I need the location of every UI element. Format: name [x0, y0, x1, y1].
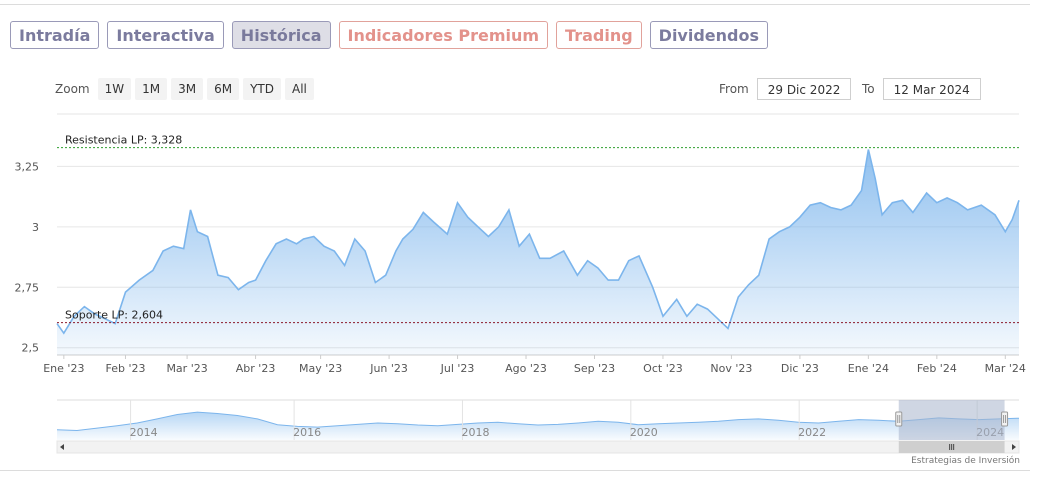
navigator-left-handle[interactable]: [895, 411, 903, 427]
x-tick-label: Feb '23: [105, 362, 145, 375]
resistance-label: Resistencia LP: 3,328: [65, 134, 182, 147]
x-tick-label: Sep '23: [574, 362, 615, 375]
x-tick-label: Ene '24: [848, 362, 889, 375]
navigator-selection: [898, 400, 1005, 440]
tab-interactiva[interactable]: Interactiva: [107, 21, 224, 49]
range-from: From 29 Dic 2022: [719, 78, 852, 100]
tab-indicadores-premium[interactable]: Indicadores Premium: [338, 21, 549, 49]
zoom-label: Zoom: [55, 82, 90, 96]
x-tick-label: Nov '23: [710, 362, 752, 375]
x-tick-label: Ene '23: [43, 362, 84, 375]
navigator-year-label: 2016: [293, 426, 321, 439]
support-resistance-lines: Resistencia LP: 3,328 Soporte LP: 2,604: [57, 134, 1019, 324]
zoom-button-1m[interactable]: 1M: [135, 78, 168, 100]
price-line: [56, 149, 1020, 335]
price-area: [57, 149, 1019, 355]
x-axis: Ene '23 Feb '23 Mar '23 Abr '23 May '23 Jun '…: [43, 355, 1026, 375]
x-tick-label: Ago '23: [505, 362, 547, 375]
zoom-button-all[interactable]: All: [285, 78, 314, 100]
y-tick-label: 2,5: [22, 342, 40, 355]
range-from-input[interactable]: 29 Dic 2022: [756, 78, 852, 100]
chart-credit: Estrategias de Inversión: [911, 456, 1020, 466]
tab-dividendos[interactable]: Dividendos: [649, 21, 768, 49]
navigator-scrollbar[interactable]: [56, 440, 1020, 454]
zoom-button-1w[interactable]: 1W: [97, 78, 132, 100]
chart-mode-tabs: Intradía Interactiva Histórica Indicadores …: [10, 21, 768, 49]
scroll-left-arrow-icon[interactable]: [60, 444, 64, 450]
navigator-line: [56, 411, 1020, 432]
navigator-right-handle[interactable]: [1001, 411, 1009, 427]
x-tick-label: Feb '24: [917, 362, 957, 375]
navigator-year-label: 2014: [130, 426, 158, 439]
x-tick-label: Jun '23: [369, 362, 408, 375]
x-tick-label: Mar '24: [985, 362, 1026, 375]
tab-trading[interactable]: Trading: [556, 21, 642, 49]
y-axis: 2,5 2,75 3 3,25: [15, 160, 40, 354]
support-label: Soporte LP: 2,604: [65, 309, 163, 322]
range-to-label: To: [862, 82, 875, 96]
x-tick-label: Dic '23: [781, 362, 819, 375]
navigator-area: [57, 412, 1019, 440]
tab-hist-rica[interactable]: Histórica: [231, 21, 331, 49]
navigator-year-label: 2022: [798, 426, 826, 439]
x-tick-label: Abr '23: [236, 362, 276, 375]
zoom-button-6m[interactable]: 6M: [207, 78, 240, 100]
navigator-year-label: 2018: [461, 426, 489, 439]
navigator[interactable]: 201420162018202020222024: [56, 399, 1020, 454]
x-tick-label: Jul '23: [440, 362, 475, 375]
x-tick-label: Oct '23: [643, 362, 683, 375]
tab-intrad-a[interactable]: Intradía: [10, 21, 100, 49]
range-to-input[interactable]: 12 Mar 2024: [882, 78, 981, 100]
scroll-right-arrow-icon[interactable]: [1012, 444, 1016, 450]
zoom-button-3m[interactable]: 3M: [171, 78, 204, 100]
range-from-label: From: [719, 82, 749, 96]
y-tick-label: 3,25: [15, 160, 40, 173]
y-tick-label: 3: [32, 221, 39, 234]
top-divider: [0, 4, 1030, 5]
zoom-button-ytd[interactable]: YTD: [243, 78, 281, 100]
y-tick-label: 2,75: [15, 281, 40, 294]
range-to: To 12 Mar 2024: [862, 78, 981, 100]
x-tick-label: May '23: [299, 362, 342, 375]
x-tick-label: Mar '23: [166, 362, 207, 375]
zoom-selector: Zoom 1W 1M 3M 6M YTD All: [55, 78, 314, 100]
bottom-divider: [0, 470, 1030, 471]
navigator-year-label: 2020: [630, 426, 658, 439]
